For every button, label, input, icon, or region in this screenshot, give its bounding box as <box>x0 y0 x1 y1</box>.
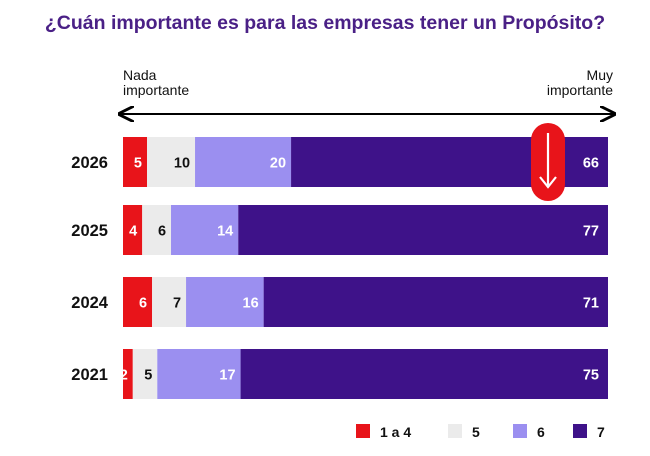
legend-label-5: 5 <box>472 424 480 440</box>
value-label-2024-5: 7 <box>173 296 181 312</box>
arrow-head-icon <box>539 176 557 189</box>
bar-2026-6 <box>195 137 292 187</box>
bar-2025-5 <box>142 205 172 255</box>
bar-2024-7 <box>263 277 608 327</box>
scale-label-low-line2: importante <box>123 82 190 98</box>
value-label-2024-6: 16 <box>243 296 259 312</box>
value-label-2021-1-a-4: 2 <box>120 368 128 384</box>
bar-2021-7 <box>240 349 609 399</box>
scale-label-high: Muy importante <box>547 68 613 98</box>
scale-label-low-line1: Nada <box>123 67 157 83</box>
bar-2021-1-a-4 <box>123 349 133 399</box>
bar-2024-5 <box>152 277 187 327</box>
bar-2025-6 <box>171 205 239 255</box>
chart-title: ¿Cuán importante es para las empresas te… <box>44 12 606 34</box>
bar-2026-1-a-4 <box>123 137 148 187</box>
legend-swatch-1-a-4 <box>356 424 370 438</box>
year-label-2024: 2024 <box>71 294 109 312</box>
value-label-2025-6: 14 <box>217 224 233 240</box>
legend-label-1-a-4: 1 a 4 <box>380 424 411 440</box>
year-label-2025: 2025 <box>71 222 108 240</box>
bar-2026-5 <box>147 137 196 187</box>
value-label-2026-7: 66 <box>583 156 599 172</box>
bar-2025-7 <box>238 205 608 255</box>
year-label-2021: 2021 <box>71 366 108 384</box>
value-label-2024-1-a-4: 6 <box>139 296 147 312</box>
legend-swatch-7 <box>573 424 587 438</box>
bar-2024-1-a-4 <box>123 277 153 327</box>
scale-label-low: Nada importante <box>123 68 189 98</box>
scale-label-high-line2: importante <box>546 82 613 98</box>
legend-label-6: 6 <box>537 424 545 440</box>
value-label-2026-1-a-4: 5 <box>134 156 142 172</box>
legend: 1 a 4 5 6 7 <box>356 424 605 440</box>
bar-2025-1-a-4 <box>123 205 143 255</box>
bar-2021-5 <box>132 349 158 399</box>
value-label-2025-1-a-4: 4 <box>129 224 137 240</box>
down-arrow-annotation <box>531 123 565 201</box>
value-label-2025-5: 6 <box>158 224 166 240</box>
legend-swatch-5 <box>448 424 462 438</box>
value-label-2021-6: 17 <box>219 368 235 384</box>
value-label-2021-7: 75 <box>583 368 599 384</box>
value-label-2025-7: 77 <box>583 224 599 240</box>
legend-swatch-6 <box>513 424 527 438</box>
value-label-2021-5: 5 <box>144 368 152 384</box>
legend-label-7: 7 <box>597 424 605 440</box>
value-label-2026-6: 20 <box>270 156 286 172</box>
value-label-2024-7: 71 <box>583 296 599 312</box>
value-label-2026-5: 10 <box>174 156 190 172</box>
bar-2021-6 <box>157 349 241 399</box>
year-label-2026: 2026 <box>71 154 108 172</box>
scale-label-high-line1: Muy <box>586 67 613 83</box>
bar-2024-6 <box>186 277 264 327</box>
